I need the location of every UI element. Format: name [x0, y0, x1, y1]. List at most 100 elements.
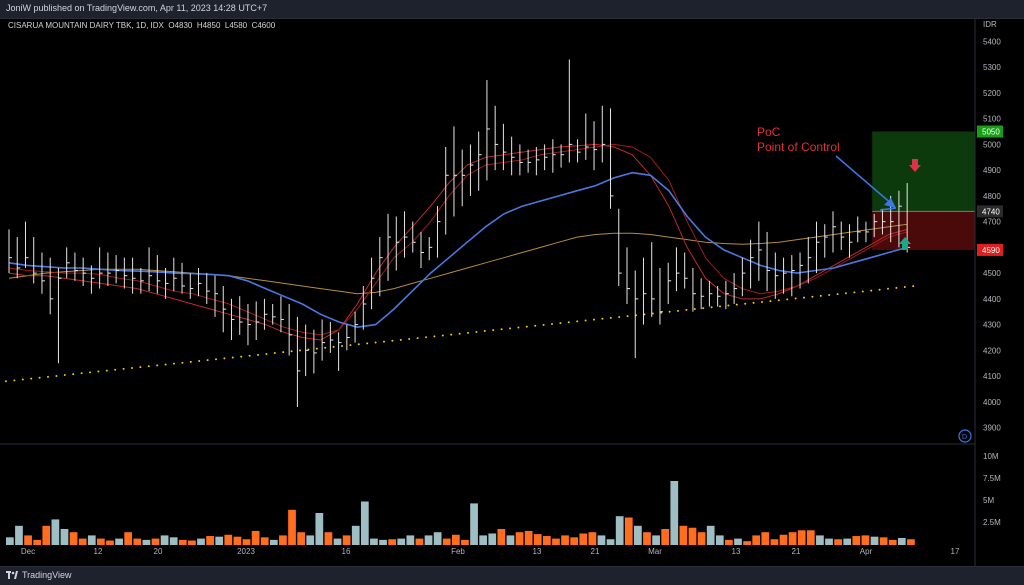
volume-bar	[725, 539, 733, 545]
volume-bar	[269, 539, 278, 545]
volume-bar	[188, 540, 196, 545]
price-tick-label: 4300	[983, 321, 1001, 330]
poc-dot	[517, 326, 520, 329]
price-tick-label: 4000	[983, 398, 1001, 407]
volume-bar	[697, 532, 706, 545]
volume-bar	[424, 535, 433, 545]
volume-bar	[870, 536, 879, 545]
volume-bar	[597, 535, 606, 545]
volume-bar	[206, 536, 214, 545]
poc-dot	[895, 286, 898, 289]
volume-tick-label: 7.5M	[983, 474, 1001, 483]
price-tick-label: 4100	[983, 372, 1001, 381]
poc-dot	[441, 334, 444, 337]
poc-dot	[240, 355, 243, 358]
volume-bar	[606, 539, 615, 545]
poc-dot	[273, 352, 276, 355]
volume-bar	[233, 536, 242, 545]
volume-bar	[42, 525, 51, 545]
volume-bar	[843, 538, 852, 545]
open-value: 4830	[174, 21, 193, 30]
target-zone	[872, 131, 975, 212]
poc-dot	[878, 288, 881, 291]
ma-gold-line	[8, 223, 908, 295]
poc-dot	[467, 331, 469, 334]
price-tick-label: 4400	[983, 295, 1001, 304]
target-price-label-bg	[977, 125, 1003, 138]
poc-dot	[710, 306, 713, 309]
volume-bar	[60, 529, 69, 545]
volume-bar	[160, 535, 169, 545]
price-chart[interactable]: IDR 5400 5300 5200 5100 5000 4900 4800 4700 4600 4…	[0, 18, 1024, 566]
volume-bar	[51, 519, 60, 545]
poc-dot	[693, 308, 696, 311]
price-tick-label: 5300	[983, 63, 1001, 72]
volume-tick-label: 5M	[983, 496, 994, 505]
buy-arrow-icon	[899, 237, 911, 250]
time-tick-label: 21	[792, 547, 801, 556]
price-tick-label: 4800	[983, 192, 1001, 201]
volume-bar	[260, 537, 269, 545]
open-label: O	[168, 21, 175, 30]
poc-dot	[677, 309, 679, 312]
poc-dot	[324, 346, 327, 349]
poc-dot	[248, 354, 251, 357]
volume-bar	[297, 532, 305, 545]
poc-dot	[97, 370, 100, 373]
volume-bar	[797, 530, 806, 545]
price-axis[interactable]: IDR5400530052005100500049004800470046004…	[977, 20, 1003, 433]
poc-dot	[593, 318, 595, 321]
volume-bar	[360, 501, 369, 545]
time-tick-label: Mar	[648, 547, 662, 556]
poc-dot	[584, 319, 587, 322]
poc-dot	[618, 315, 621, 318]
volume-bar	[761, 532, 770, 545]
volume-bar	[133, 538, 142, 545]
volume-bar	[634, 525, 642, 545]
volume-bar	[888, 539, 897, 545]
poc-dot	[458, 332, 461, 335]
poc-dot	[551, 323, 553, 326]
poc-dot	[21, 378, 24, 381]
price-tick-label: 4200	[983, 346, 1001, 355]
price-tick-label: 4900	[983, 166, 1001, 175]
time-tick-label: 12	[94, 547, 103, 556]
poc-dot	[769, 300, 772, 303]
poc-dot	[609, 316, 612, 319]
poc-dot	[509, 327, 511, 330]
currency-badge-icon[interactable]: D	[958, 429, 972, 443]
poc-dot	[391, 339, 394, 342]
poc-dot	[257, 353, 259, 356]
volume-bar	[852, 536, 861, 545]
poc-dot	[299, 349, 301, 352]
volume-bar	[97, 538, 105, 545]
volume-bar	[115, 538, 123, 545]
low-label: L	[224, 21, 230, 30]
poc-dot	[315, 347, 318, 350]
poc-dot	[156, 364, 159, 367]
annotation-line2: Point of Control	[757, 140, 840, 154]
stop-price-label: 4590	[982, 246, 1000, 255]
poc-dot	[357, 343, 360, 346]
poc-dot	[215, 358, 217, 361]
poc-dot	[282, 351, 285, 354]
poc-dot	[55, 374, 58, 377]
poc-dot	[803, 296, 805, 299]
poc-dot	[777, 299, 780, 302]
volume-bar	[306, 535, 315, 545]
volume-bar	[770, 539, 779, 545]
time-tick-label: Dec	[21, 547, 35, 556]
volume-bar	[533, 534, 542, 545]
poc-dot	[450, 333, 453, 336]
poc-dot	[668, 310, 671, 313]
tradingview-logo[interactable]: TradingView	[6, 570, 72, 580]
time-tick-label: 13	[533, 547, 542, 556]
volume-bar	[142, 539, 151, 545]
volume-bar	[288, 509, 296, 545]
poc-dot	[366, 342, 369, 345]
brand-name: TradingView	[22, 570, 72, 580]
poc-dot	[131, 367, 133, 370]
volume-bar	[752, 535, 761, 545]
time-axis[interactable]: Dec 12 20 2023 16 Feb 13 21 Mar 13 21 Apr 17	[21, 547, 960, 556]
poc-dot	[626, 315, 629, 318]
